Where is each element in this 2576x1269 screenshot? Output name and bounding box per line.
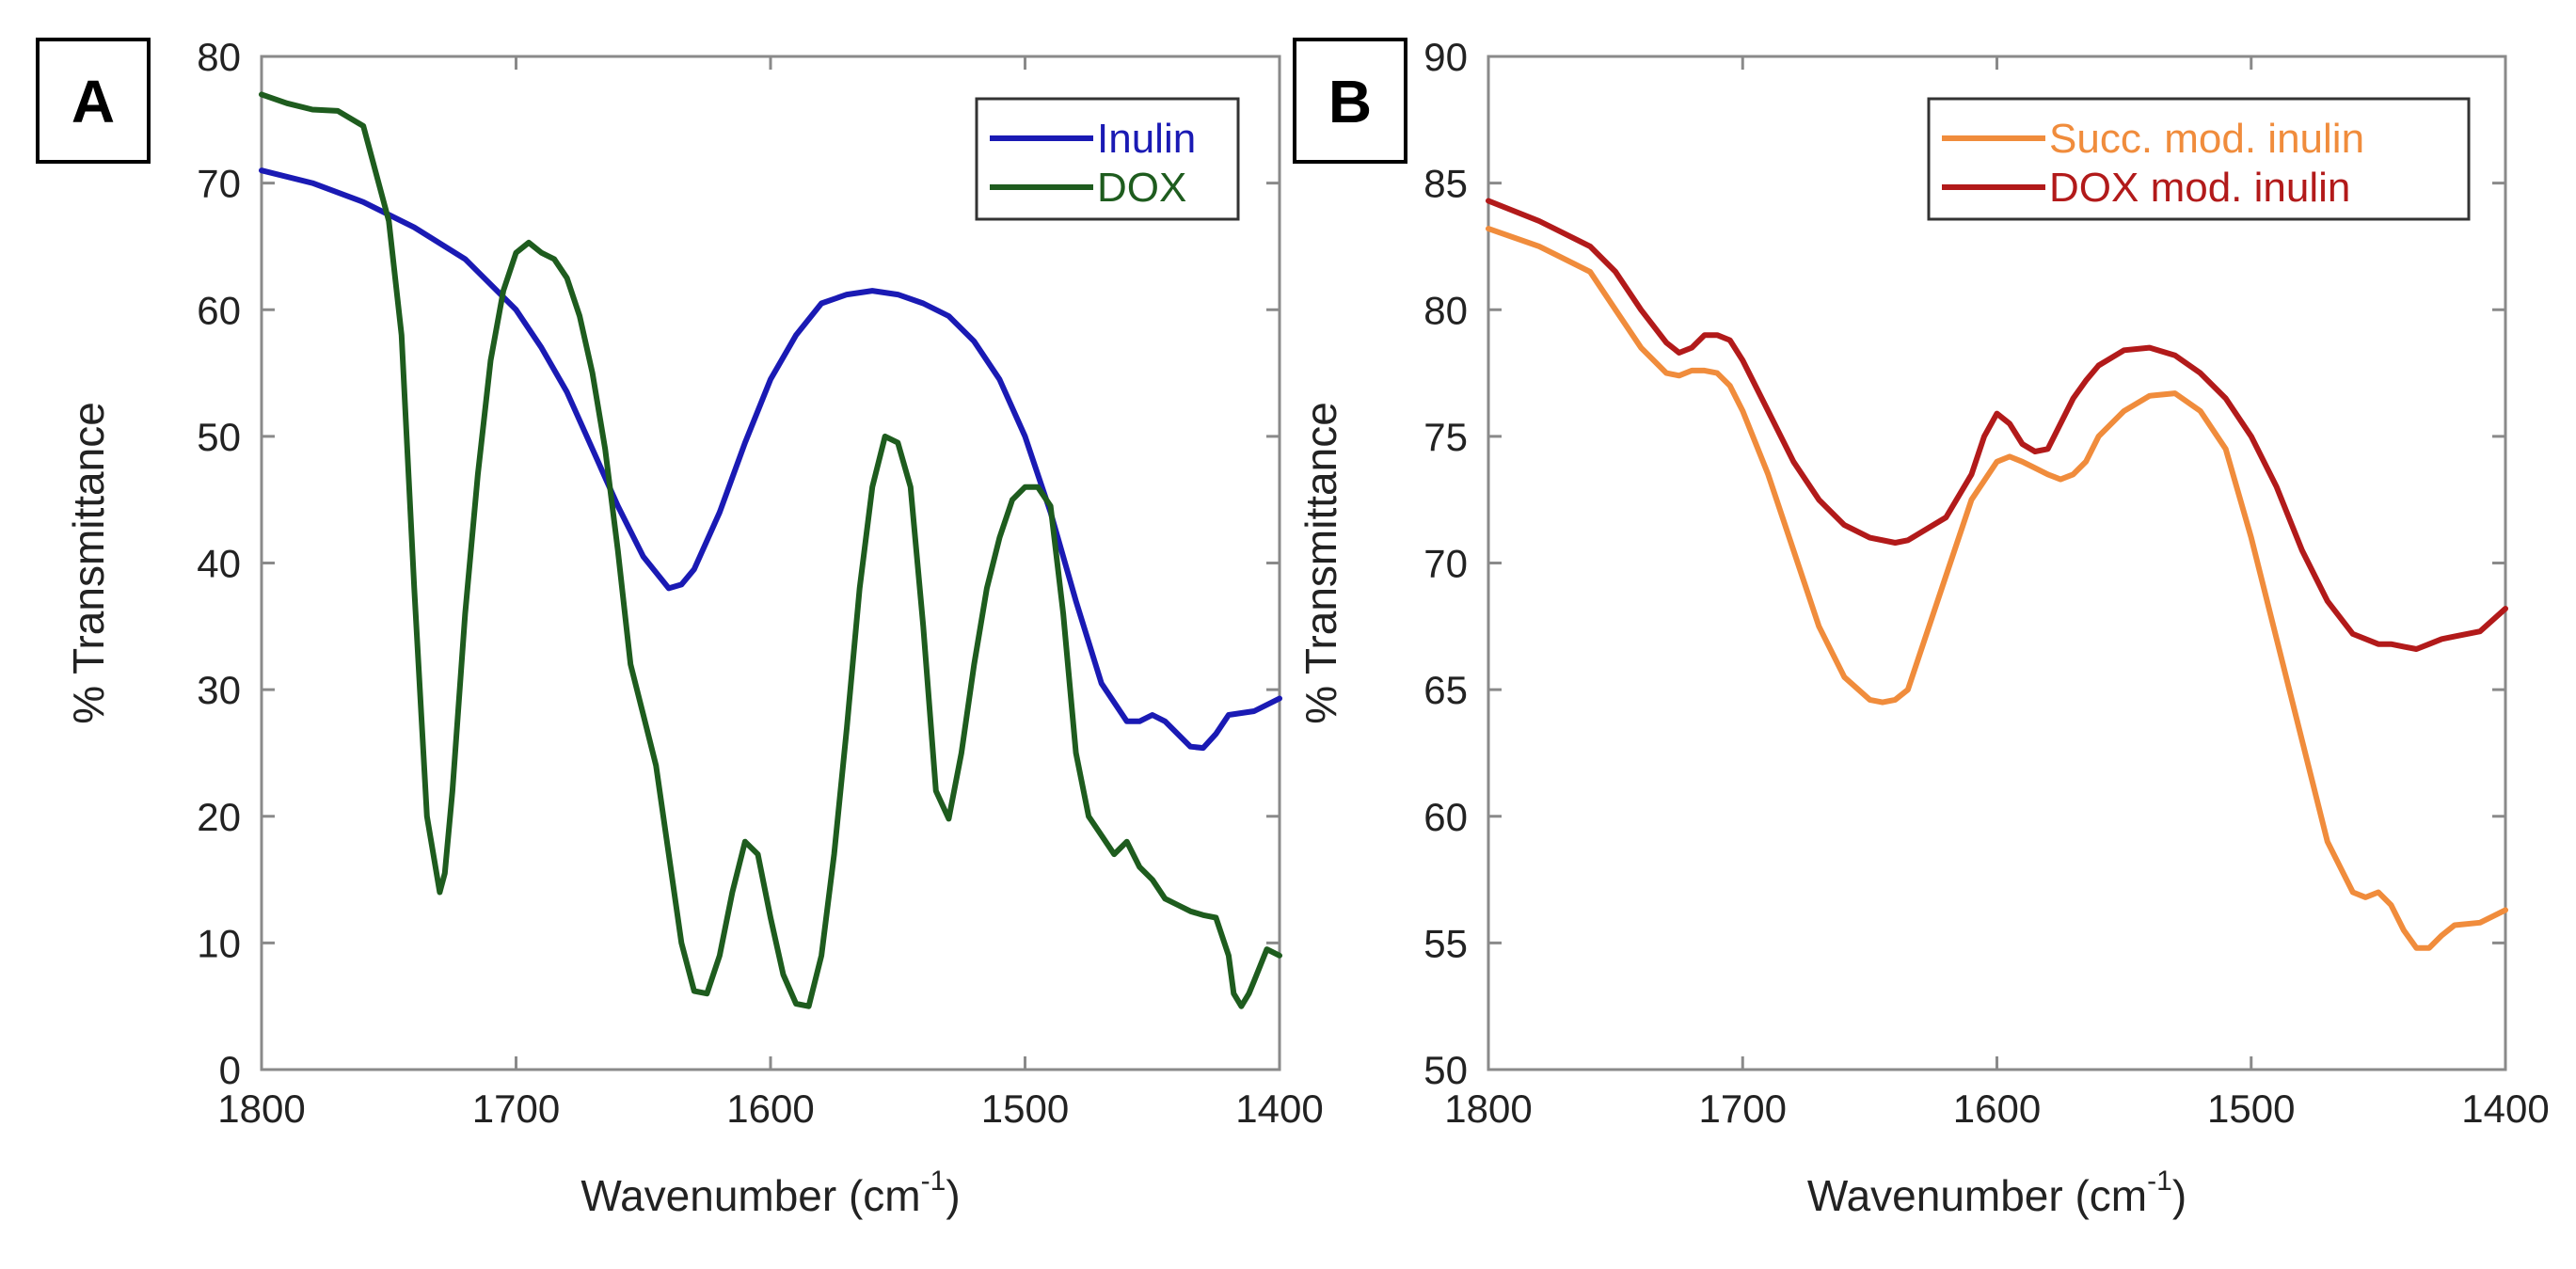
series-line-inulin: [259, 167, 1282, 752]
panel-a: 0 10 20 30 40 50 60 70 80 1800 1700 1600 1500 1400 % T…: [36, 35, 1324, 1220]
panel-b: 50 55 60 65 70 75 80 85 90 1800 1700 1600 1500 1400 % …: [1293, 35, 2550, 1220]
legend-label: DOX mod. inulin: [2049, 165, 2350, 211]
x-axis-label-text: Wavenumber (cm: [1807, 1171, 2147, 1220]
x-tick-label: 1600: [1953, 1087, 2041, 1131]
legend-box: [1927, 97, 2471, 221]
x-tick-label: 1800: [217, 1087, 305, 1131]
y-tick-label: 90: [1423, 35, 1468, 79]
x-axis-label: Wavenumber (cm-1): [580, 1166, 960, 1220]
x-axis-label-superscript: -1: [2147, 1166, 2172, 1197]
y-tick-label: 30: [197, 668, 241, 712]
y-tick-label: 85: [1423, 162, 1468, 206]
x-axis-label-close: ): [2172, 1171, 2186, 1220]
x-tick-label: 1500: [2207, 1087, 2295, 1131]
y-tick-label: 80: [197, 35, 241, 79]
x-tick-label: 1400: [1235, 1087, 1323, 1131]
y-tick-label: 70: [197, 162, 241, 206]
x-axis-label-close: ): [946, 1171, 960, 1220]
panel-label-box: [36, 38, 151, 164]
y-tick-label: 60: [1423, 795, 1468, 839]
x-axis-label: Wavenumber (cm-1): [1807, 1166, 2186, 1220]
y-tick-label: 75: [1423, 415, 1468, 459]
legend-label: Succ. mod. inulin: [2049, 116, 2364, 162]
legend-label: Inulin: [1097, 116, 1196, 162]
y-axis-label: % Transmittance: [1296, 402, 1345, 724]
x-tick-label: 1700: [1699, 1087, 1787, 1131]
y-tick-label: 20: [197, 795, 241, 839]
x-tick-label: 1500: [981, 1087, 1069, 1131]
x-tick-label: 1800: [1444, 1087, 1532, 1131]
legend-label: DOX: [1097, 165, 1186, 211]
y-tick-label: 0: [219, 1048, 241, 1092]
x-tick-label: 1600: [726, 1087, 814, 1131]
y-tick-label: 70: [1423, 542, 1468, 586]
y-tick-label: 40: [197, 542, 241, 586]
x-tick-label: 1700: [472, 1087, 560, 1131]
series-line-dox: [259, 91, 1282, 1009]
y-tick-label: 50: [197, 415, 241, 459]
y-tick-label: 10: [197, 921, 241, 965]
panel-label-box: [1293, 38, 1407, 164]
panel-label: B: [1328, 68, 1372, 135]
panel-label: A: [72, 68, 115, 135]
x-axis-label-superscript: -1: [921, 1166, 946, 1197]
series-line-succ-mod-inulin: [1486, 226, 2508, 951]
legend-box: [975, 97, 1240, 221]
y-tick-label: 50: [1423, 1048, 1468, 1092]
y-axis-label: % Transmittance: [64, 402, 113, 724]
y-tick-label: 60: [197, 288, 241, 332]
y-tick-label: 65: [1423, 668, 1468, 712]
x-axis-label-text: Wavenumber (cm: [580, 1171, 920, 1220]
y-tick-label: 55: [1423, 921, 1468, 965]
y-tick-label: 80: [1423, 288, 1468, 332]
x-tick-label: 1400: [2461, 1087, 2549, 1131]
series-line-dox-mod-inulin: [1486, 198, 2508, 652]
